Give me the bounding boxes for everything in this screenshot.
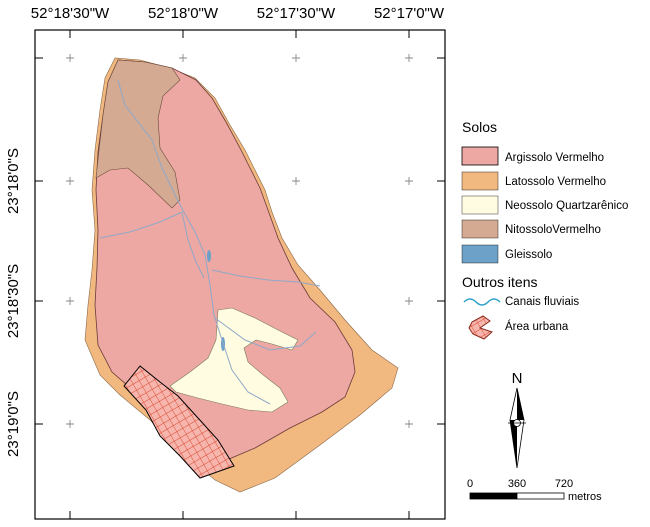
lat-label-2: 23°18'30"S	[5, 264, 22, 338]
legend-item-latossolo: Latossolo Vermelho	[461, 171, 606, 191]
legend-item-gleissolo: Gleissolo	[461, 244, 552, 264]
urban-area	[123, 365, 235, 479]
legend-label-nitossolo: NitossoloVermelho	[505, 224, 601, 236]
lon-label-3: 52°17'30"W	[257, 5, 336, 22]
legend-item-rivers: Canais fluviais	[463, 296, 579, 308]
lat-label-1: 23°18'0"S	[5, 148, 22, 214]
legend-item-urban: Área urbana	[468, 315, 569, 340]
legend-swatch-neossolo	[461, 195, 499, 215]
river-network	[99, 79, 321, 405]
legend-swatch-argissolo	[461, 146, 499, 166]
river-symbol-icon	[463, 298, 501, 306]
lon-label-1: 52°18'30"W	[31, 5, 110, 22]
lon-label-2: 52°18'0"W	[148, 5, 219, 22]
nitossolo-zone	[95, 59, 181, 209]
legend-item-nitossolo: NitossoloVermelho	[461, 219, 601, 239]
gleissolo-patch-1	[207, 250, 211, 262]
urban-symbol-icon	[468, 315, 493, 340]
frame-ticks	[35, 30, 445, 519]
legend-item-argissolo: Argissolo Vermelho	[461, 146, 604, 166]
lon-label-4: 52°17'0"W	[374, 5, 445, 22]
legend-label-argissolo: Argissolo Vermelho	[505, 152, 604, 164]
north-arrow: N	[508, 370, 526, 469]
scale-tick-720: 720	[555, 478, 573, 490]
lat-label-3: 23°19'0"S	[5, 391, 22, 457]
legend: Solos Argissolo Vermelho Latossolo Verme…	[461, 119, 628, 340]
legend-swatch-latossolo	[461, 171, 499, 191]
scale-tick-360: 360	[508, 478, 526, 490]
legend-label-urban: Área urbana	[505, 320, 569, 333]
neossolo-zone	[169, 307, 299, 413]
north-label: N	[512, 370, 523, 387]
legend-swatch-nitossolo	[461, 219, 499, 239]
legend-label-latossolo: Latossolo Vermelho	[505, 176, 606, 188]
scale-tick-0: 0	[467, 478, 473, 490]
scale-bar: 0 360 720 metros	[467, 478, 602, 503]
legend-other-title: Outros itens	[462, 274, 537, 290]
legend-label-rivers: Canais fluviais	[505, 296, 579, 308]
legend-label-neossolo: Neossolo Quartzarênico	[505, 200, 628, 212]
legend-label-gleissolo: Gleissolo	[505, 249, 552, 261]
legend-soils-title: Solos	[462, 119, 497, 135]
legend-swatch-gleissolo	[461, 244, 499, 264]
scale-unit: metros	[568, 491, 602, 503]
legend-item-neossolo: Neossolo Quartzarênico	[461, 195, 628, 215]
